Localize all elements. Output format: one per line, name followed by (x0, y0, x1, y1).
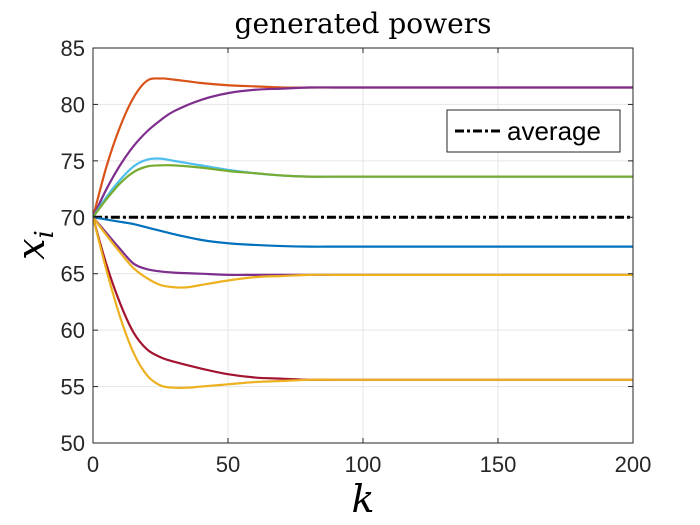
svg-text:xi: xi (9, 230, 60, 260)
x-tick-label: 150 (480, 452, 517, 477)
y-tick-label: 55 (61, 375, 85, 400)
y-tick-label: 65 (61, 262, 85, 287)
tick-marks (92, 47, 634, 444)
y-tick-label: 85 (61, 36, 85, 61)
x-axis-label: k (351, 477, 374, 521)
legend-average-label: average (507, 116, 601, 146)
y-tick-label: 80 (61, 92, 85, 117)
x-tick-label: 50 (216, 452, 240, 477)
y-axis-label: xi (9, 230, 60, 260)
x-tick-label: 200 (615, 452, 652, 477)
series-line-agent-yellow-mid (93, 216, 633, 289)
y-tick-label: 75 (61, 149, 85, 174)
y-tick-labels: 50 55 60 65 70 75 80 85 (61, 36, 85, 456)
y-axis-label-base: x (9, 238, 53, 259)
y-axis-label-subscript: i (30, 230, 60, 238)
x-tick-label: 100 (345, 452, 382, 477)
legend: average (446, 109, 621, 153)
x-tick-label: 0 (87, 452, 99, 477)
chart-title: generated powers (235, 7, 492, 40)
x-tick-labels: 0 50 100 150 200 (87, 452, 651, 477)
y-tick-label: 50 (61, 431, 85, 456)
y-tick-label: 60 (61, 318, 85, 343)
series-line-agent-purple-high (93, 86, 633, 218)
series-line-agent-green (93, 164, 633, 218)
series-line-agent-yellow-low (93, 217, 633, 390)
series-line-agent-blue (93, 216, 633, 248)
y-tick-label: 70 (61, 205, 85, 230)
series-layer (93, 77, 633, 390)
